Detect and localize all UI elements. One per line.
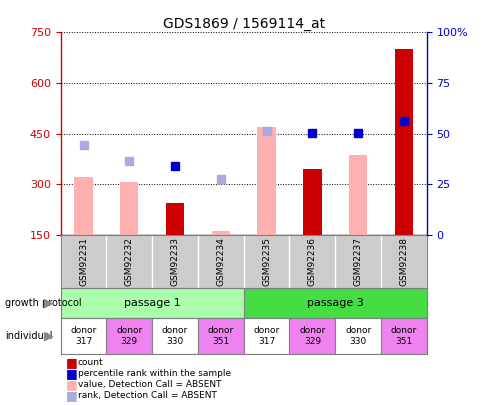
Text: donor
317: donor 317: [253, 326, 279, 346]
Bar: [348, 155, 366, 235]
Text: passage 3: passage 3: [306, 298, 363, 308]
Text: GSM92236: GSM92236: [307, 237, 316, 286]
Bar: [166, 203, 184, 235]
Bar: [106, 318, 152, 354]
Text: GSM92231: GSM92231: [79, 237, 88, 286]
Title: GDS1869 / 1569114_at: GDS1869 / 1569114_at: [162, 17, 324, 31]
Bar: [120, 181, 138, 235]
Text: GSM92235: GSM92235: [261, 237, 271, 286]
Bar: [302, 169, 321, 235]
Text: count: count: [77, 358, 103, 367]
Bar: [243, 288, 426, 318]
Text: rank, Detection Call = ABSENT: rank, Detection Call = ABSENT: [77, 391, 216, 400]
Bar: [289, 318, 334, 354]
Bar: [60, 288, 243, 318]
Text: GSM92233: GSM92233: [170, 237, 179, 286]
Bar: [152, 318, 197, 354]
Text: donor
329: donor 329: [116, 326, 142, 346]
Text: GSM92234: GSM92234: [216, 237, 225, 286]
Text: ▶: ▶: [44, 330, 53, 343]
Text: donor
330: donor 330: [344, 326, 370, 346]
Bar: [74, 177, 92, 235]
Text: ■: ■: [65, 356, 77, 369]
Text: ■: ■: [65, 378, 77, 391]
Bar: [243, 318, 289, 354]
Bar: [334, 318, 380, 354]
Bar: [380, 318, 426, 354]
Bar: [60, 318, 106, 354]
Text: GSM92238: GSM92238: [399, 237, 408, 286]
Text: GSM92237: GSM92237: [353, 237, 362, 286]
Text: ■: ■: [65, 367, 77, 380]
Text: percentile rank within the sample: percentile rank within the sample: [77, 369, 230, 378]
Text: individual: individual: [5, 331, 52, 341]
Text: passage 1: passage 1: [123, 298, 180, 308]
Text: donor
330: donor 330: [162, 326, 188, 346]
Bar: [394, 49, 412, 235]
Text: growth protocol: growth protocol: [5, 298, 81, 308]
Text: donor
351: donor 351: [390, 326, 416, 346]
Bar: [257, 127, 275, 235]
Text: value, Detection Call = ABSENT: value, Detection Call = ABSENT: [77, 380, 221, 389]
Bar: [211, 231, 229, 235]
Text: ▶: ▶: [44, 296, 53, 309]
Bar: [197, 318, 243, 354]
Text: GSM92232: GSM92232: [124, 237, 134, 286]
Text: ■: ■: [65, 389, 77, 402]
Text: donor
351: donor 351: [207, 326, 233, 346]
Text: donor
329: donor 329: [299, 326, 325, 346]
Text: donor
317: donor 317: [70, 326, 96, 346]
